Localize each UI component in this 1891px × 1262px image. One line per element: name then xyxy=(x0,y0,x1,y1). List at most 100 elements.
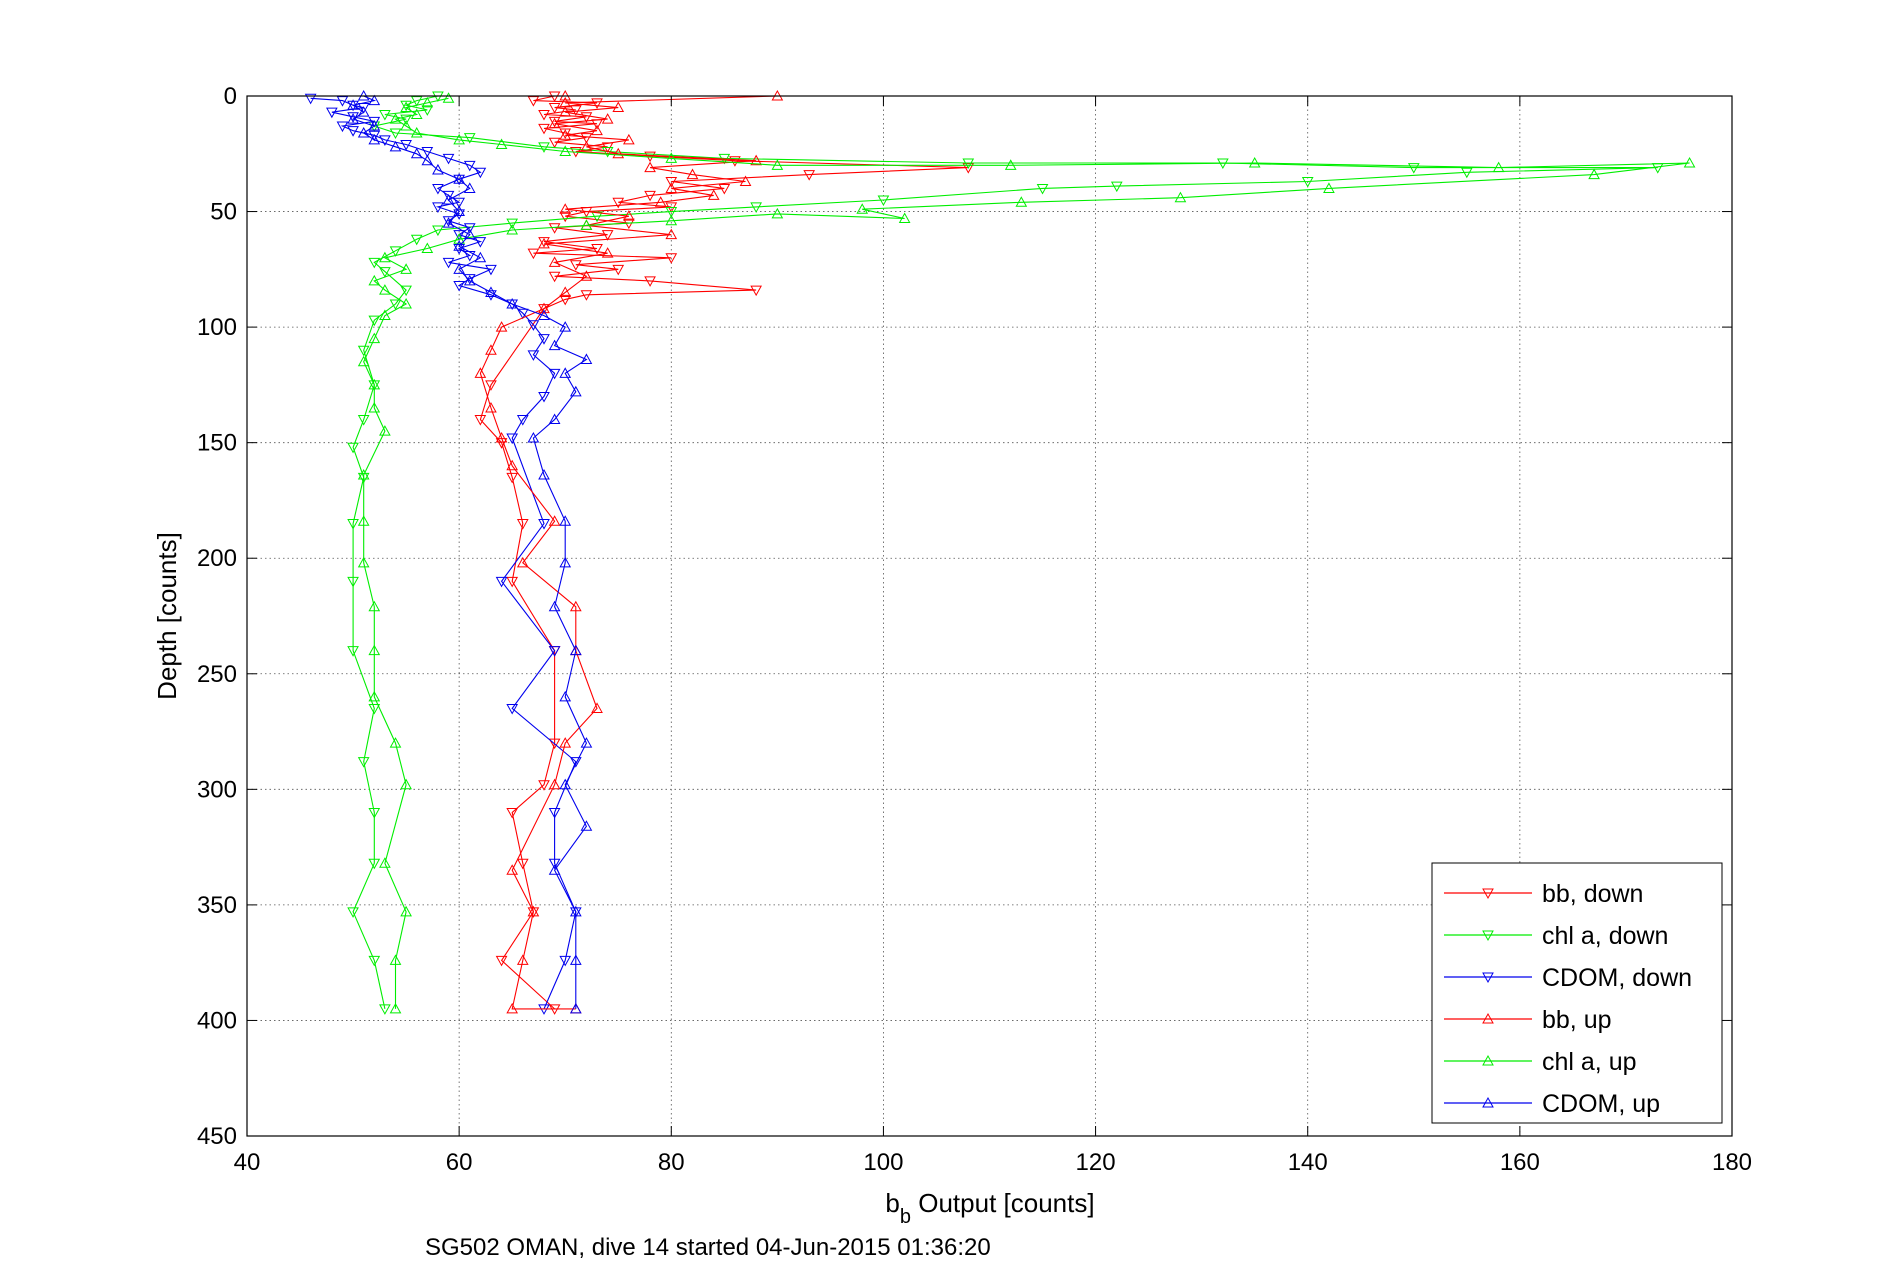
data-point xyxy=(357,103,370,114)
data-point xyxy=(326,107,338,119)
data-point xyxy=(665,182,678,193)
data-point xyxy=(771,159,784,170)
data-point xyxy=(516,519,529,530)
data-point xyxy=(357,345,370,357)
data-point xyxy=(601,230,614,241)
data-point xyxy=(559,737,572,748)
data-point xyxy=(559,203,572,214)
data-point xyxy=(347,113,359,124)
data-point xyxy=(368,94,381,106)
data-point xyxy=(506,433,519,445)
data-point xyxy=(432,202,444,213)
data-point xyxy=(421,105,434,116)
data-point xyxy=(506,864,519,875)
data-point xyxy=(559,129,572,140)
data-point xyxy=(527,320,540,331)
data-point xyxy=(389,954,402,965)
data-point xyxy=(548,271,561,283)
data-point xyxy=(538,302,550,314)
data-point xyxy=(1015,196,1028,207)
data-point xyxy=(389,1002,402,1014)
data-point xyxy=(718,183,731,195)
legend-swatch-marker xyxy=(1482,888,1494,900)
ticks: 40 60 80 100 120 140 160 180 0 50 100 150 200 250 300 3… xyxy=(197,83,1752,1176)
y-tick-label: 300 xyxy=(197,776,237,803)
data-point xyxy=(1460,167,1473,179)
data-point xyxy=(1036,183,1049,195)
data-point xyxy=(569,600,582,612)
data-point xyxy=(707,189,720,200)
data-point xyxy=(601,113,614,124)
data-point xyxy=(304,93,317,105)
data-point xyxy=(665,152,678,163)
data-point xyxy=(516,308,529,320)
data-point xyxy=(1174,191,1187,203)
caption: SG502 OMAN, dive 14 started 04-Jun-2015 … xyxy=(425,1234,991,1261)
data-point xyxy=(665,177,678,188)
data-point xyxy=(495,432,508,443)
data-point xyxy=(644,190,656,202)
x-axis-label: bb Output [counts] xyxy=(885,1188,1094,1228)
data-point xyxy=(538,142,550,153)
data-point xyxy=(379,267,391,278)
data-point xyxy=(453,281,465,292)
y-tick-label: 0 xyxy=(224,83,237,110)
data-point xyxy=(665,228,678,240)
data-point xyxy=(357,106,370,117)
data-point xyxy=(432,225,444,237)
series-4 xyxy=(357,92,1696,1014)
data-point xyxy=(357,355,370,367)
data-point xyxy=(442,217,455,228)
data-point xyxy=(538,237,550,249)
data-point xyxy=(389,140,402,152)
x-tick-label: 180 xyxy=(1712,1149,1752,1176)
data-point xyxy=(495,138,508,150)
data-point xyxy=(485,344,497,355)
data-point xyxy=(379,857,391,868)
legend-swatch-marker xyxy=(1482,972,1494,984)
data-point xyxy=(368,315,381,327)
data-point xyxy=(453,230,465,241)
data-point xyxy=(1004,159,1017,170)
legend-label: chl a, up xyxy=(1542,1048,1637,1076)
data-point xyxy=(336,121,349,133)
data-point xyxy=(1323,182,1335,193)
data-point xyxy=(580,140,593,152)
data-point xyxy=(368,703,381,715)
series-line xyxy=(351,95,588,1009)
data-point xyxy=(421,146,434,158)
y-tick-label: 400 xyxy=(197,1007,237,1034)
data-point xyxy=(442,190,455,202)
data-point xyxy=(569,644,582,656)
data-point xyxy=(644,161,656,173)
data-point xyxy=(453,233,465,244)
x-tick-label: 100 xyxy=(863,1149,903,1176)
data-point xyxy=(548,864,561,875)
data-point xyxy=(548,807,561,819)
data-point xyxy=(803,170,816,181)
data-point xyxy=(623,210,635,221)
data-point xyxy=(474,251,487,263)
data-point xyxy=(485,286,497,297)
data-point xyxy=(771,207,784,219)
data-point xyxy=(580,112,593,123)
legend: bb, down chl a, down CDOM, down bb, up chl a… xyxy=(1431,862,1723,1124)
data-point xyxy=(516,415,529,426)
data-point xyxy=(686,168,699,180)
data-point xyxy=(569,757,582,768)
data-point xyxy=(379,109,391,121)
y-tick-label: 100 xyxy=(197,314,237,341)
data-point xyxy=(569,385,582,397)
data-point xyxy=(559,294,572,306)
data-point xyxy=(368,332,381,344)
data-point xyxy=(495,955,508,967)
x-tick-label: 160 xyxy=(1500,1149,1540,1176)
data-point xyxy=(442,92,455,103)
data-point xyxy=(559,128,572,140)
legend-label: chl a, down xyxy=(1542,922,1668,950)
data-point xyxy=(336,96,349,107)
data-point xyxy=(506,297,519,309)
data-point xyxy=(347,126,359,137)
data-point xyxy=(389,299,402,311)
data-point xyxy=(506,459,519,471)
